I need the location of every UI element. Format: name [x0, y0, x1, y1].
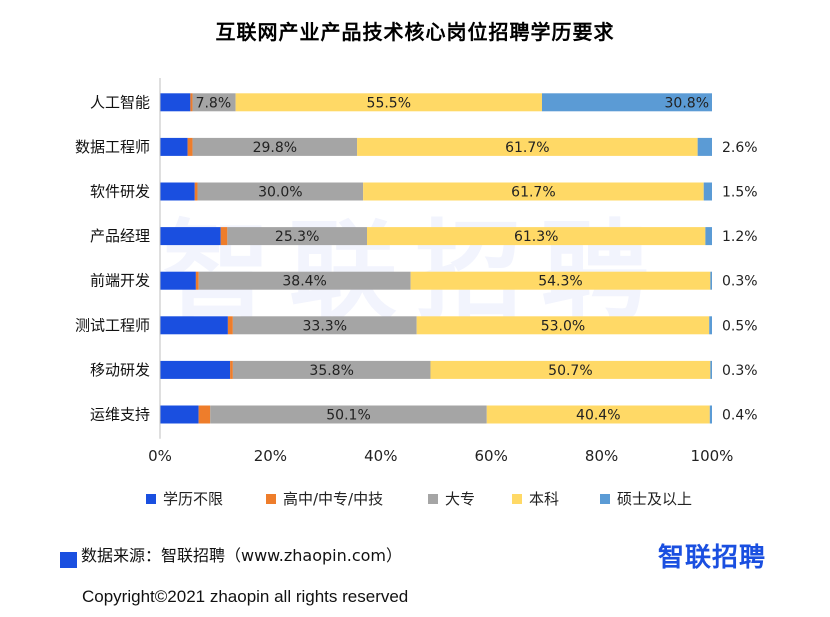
bar-segment — [192, 137, 358, 156]
bar-segment — [416, 316, 710, 335]
bar-segment — [198, 405, 211, 424]
zhaopin-logo: 智联招聘 — [658, 543, 767, 573]
bar-segment — [194, 182, 198, 201]
data-label: 29.8% — [253, 140, 297, 156]
copyright-text: Copyright©2021 zhaopin all rights reserv… — [82, 587, 409, 606]
data-label: 61.7% — [511, 185, 555, 201]
legend-swatch — [146, 494, 156, 504]
bar-segment — [486, 405, 710, 424]
category-label: 移动研发 — [90, 361, 150, 379]
data-label: 54.3% — [538, 274, 582, 290]
data-label: 38.4% — [282, 274, 326, 290]
bar-segment — [195, 271, 199, 290]
data-label: 61.7% — [505, 140, 549, 156]
legend-label: 学历不限 — [163, 490, 223, 508]
data-label: 7.8% — [196, 95, 232, 111]
data-label: 50.7% — [548, 363, 592, 379]
bar-segment — [160, 405, 199, 424]
x-tick-label: 40% — [364, 447, 397, 465]
bar-segment — [160, 182, 195, 201]
data-source: 数据来源：智联招聘（www.zhaopin.com） — [81, 546, 403, 565]
bar-segment — [363, 182, 704, 201]
bar-segment — [198, 271, 411, 290]
bar-segment — [709, 405, 712, 424]
bar-segment — [697, 137, 712, 156]
legend-swatch — [428, 494, 438, 504]
bar-segment — [210, 405, 487, 424]
data-label: 61.3% — [514, 229, 558, 245]
x-tick-label: 60% — [475, 447, 508, 465]
x-tick-label: 80% — [585, 447, 618, 465]
bar-segment — [230, 360, 233, 379]
bar-segment — [160, 227, 221, 246]
bar-segment — [430, 360, 711, 379]
bar-segment — [709, 316, 712, 335]
bar-segment — [227, 227, 367, 246]
bar-segment — [367, 227, 706, 246]
data-label: 1.2% — [722, 229, 758, 245]
bar-segment — [410, 271, 711, 290]
legend-swatch — [512, 494, 522, 504]
data-label: 35.8% — [309, 363, 353, 379]
bar-segment — [160, 360, 231, 379]
category-label: 前端开发 — [90, 272, 150, 290]
category-label: 人工智能 — [90, 93, 150, 111]
legend-label: 硕士及以上 — [617, 490, 692, 508]
chart-title: 互联网产业产品技术核心岗位招聘学历要求 — [215, 20, 615, 44]
legend-swatch — [266, 494, 276, 504]
x-tick-label: 20% — [254, 447, 287, 465]
data-label: 2.6% — [722, 140, 758, 156]
bar-segment — [160, 316, 228, 335]
data-label: 40.4% — [576, 408, 620, 424]
bar-segment — [192, 93, 236, 112]
data-label: 53.0% — [541, 318, 585, 334]
bar-segment — [160, 137, 188, 156]
legend-label: 大专 — [445, 490, 475, 508]
data-label: 55.5% — [367, 95, 411, 111]
x-tick-label: 0% — [148, 447, 172, 465]
data-label: 1.5% — [722, 185, 758, 201]
data-label: 0.3% — [722, 274, 758, 290]
bar-segment — [232, 360, 431, 379]
bar-segment — [197, 182, 364, 201]
category-label: 运维支持 — [90, 406, 150, 424]
stacked-bar-chart: 人工智能 7.8% 55.5% 30.8% 数据工程师 29.8% 61.7% 2.6% 软件研… — [75, 78, 758, 508]
category-label: 数据工程师 — [75, 138, 150, 156]
bar-segment — [710, 271, 712, 290]
bar-segment — [357, 137, 698, 156]
category-label: 软件研发 — [90, 183, 150, 201]
bar-segment — [541, 93, 712, 112]
data-label: 33.3% — [303, 318, 347, 334]
bar-segment — [160, 271, 196, 290]
data-label: 25.3% — [275, 229, 319, 245]
category-label: 产品经理 — [90, 227, 150, 245]
data-label: 0.4% — [722, 408, 758, 424]
bar-segment — [187, 137, 193, 156]
legend-swatch — [600, 494, 610, 504]
data-label: 0.5% — [722, 318, 758, 334]
bar-segment — [227, 316, 233, 335]
bar-segment — [235, 93, 542, 112]
source-marker — [60, 552, 77, 568]
bar-segment — [710, 360, 712, 379]
data-label: 0.3% — [722, 363, 758, 379]
x-tick-label: 100% — [691, 447, 734, 465]
data-label: 30.0% — [258, 185, 302, 201]
data-label: 30.8% — [665, 95, 709, 111]
legend-label: 高中/中专/中技 — [283, 490, 383, 508]
bar-segment — [705, 227, 712, 246]
bar-segment — [160, 93, 191, 112]
data-label: 50.1% — [326, 408, 370, 424]
bar-segment — [232, 316, 417, 335]
bar-segment — [703, 182, 712, 201]
bar-segment — [190, 93, 193, 112]
legend-label: 本科 — [529, 490, 559, 508]
category-label: 测试工程师 — [75, 316, 150, 334]
bar-segment — [220, 227, 228, 246]
